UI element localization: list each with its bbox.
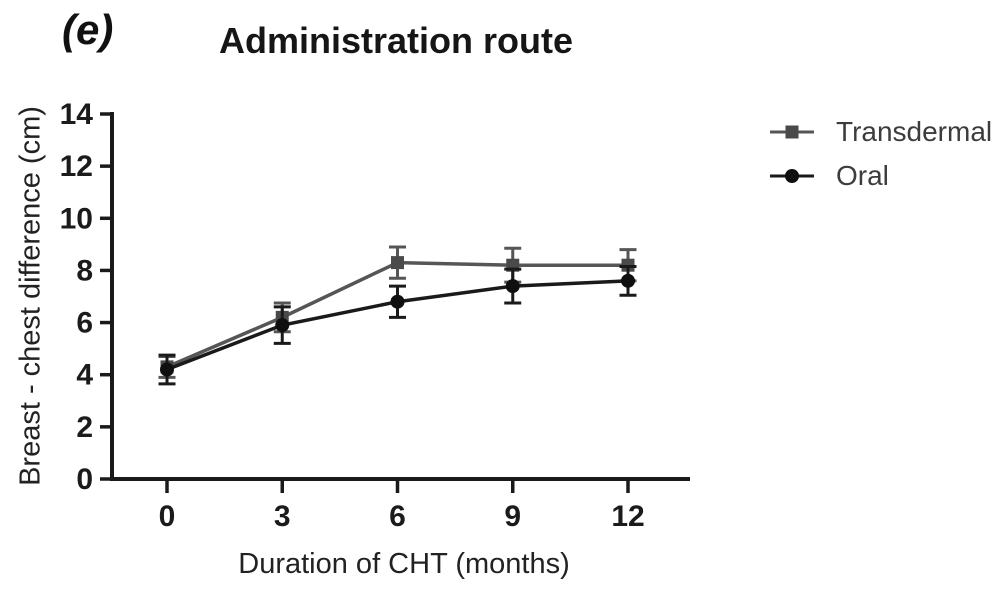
x-axis-title: Duration of CHT (months) <box>238 548 570 580</box>
panel-label: (e) <box>62 6 114 53</box>
y-tick-label: 12 <box>60 150 93 183</box>
legend-item-oral: Oral <box>770 160 992 191</box>
x-tick-label: 9 <box>504 500 521 533</box>
x-tick-label: 0 <box>159 500 176 533</box>
data-point-marker <box>160 362 174 377</box>
legend-label-transdermal: Transdermal <box>836 116 993 147</box>
y-tick-label: 10 <box>60 202 93 235</box>
legend: Transdermal Oral <box>770 116 993 191</box>
data-point-marker <box>391 256 404 270</box>
x-tick-label: 12 <box>611 500 644 533</box>
legend-label-oral: Oral <box>836 160 889 191</box>
data-point-marker <box>505 279 520 294</box>
data-point-marker <box>390 294 405 309</box>
legend-item-transdermal: Transdermal <box>770 116 993 147</box>
data-point-marker <box>275 318 290 333</box>
y-tick-label: 2 <box>76 411 93 444</box>
y-tick-label: 8 <box>76 254 93 287</box>
chart-title: Administration route <box>218 20 574 61</box>
square-on-line-icon <box>770 125 814 139</box>
x-tick-label: 6 <box>389 500 406 533</box>
y-tick-label: 6 <box>76 307 93 340</box>
y-tick-label: 0 <box>76 463 93 496</box>
circle-on-line-icon <box>770 169 814 183</box>
x-tick-label: 3 <box>274 500 291 533</box>
y-tick-label: 14 <box>60 98 94 131</box>
y-tick-label: 4 <box>76 359 93 392</box>
data-point-marker <box>621 273 635 288</box>
